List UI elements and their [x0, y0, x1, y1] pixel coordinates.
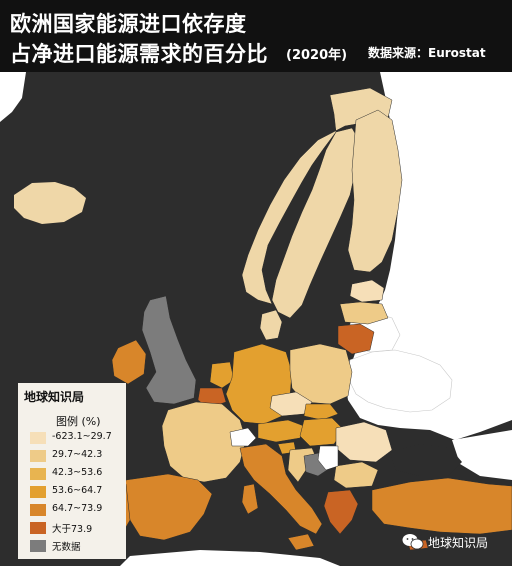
- map-title: 欧洲国家能源进口依存度: [10, 12, 247, 36]
- data-source: 数据来源：Eurostat: [368, 46, 486, 60]
- region-lithuania: [337, 323, 375, 355]
- black-sea: [390, 444, 462, 476]
- region-turkey: [371, 477, 512, 535]
- region-north-africa: [120, 550, 340, 566]
- legend-label: 53.6~64.7: [52, 485, 103, 496]
- legend-label: 42.3~53.6: [52, 467, 103, 478]
- footer-brand: 地球知识局: [402, 533, 488, 551]
- legend-brand: 地球知识局: [24, 390, 85, 404]
- legend-swatch: [30, 450, 46, 462]
- legend-swatch: [30, 432, 46, 444]
- map-subtitle: 占净进口能源需求的百分比: [10, 42, 268, 66]
- region-czechia: [269, 391, 313, 417]
- region-italy: [239, 443, 323, 535]
- legend: 地球知识局 图例 (%) -623.1~29.7 29.7~42.3 42.3~…: [18, 383, 126, 559]
- region-estonia: [349, 279, 385, 303]
- region-greenland-edge: [0, 72, 26, 122]
- region-sicily: [287, 533, 315, 551]
- region-romania: [335, 421, 393, 463]
- legend-label: 29.7~42.3: [52, 449, 103, 460]
- legend-label: 64.7~73.9: [52, 503, 103, 514]
- region-caucasus: [452, 430, 512, 480]
- region-ireland: [111, 339, 147, 385]
- map-year: (2020年): [286, 48, 348, 63]
- legend-swatch: [30, 504, 46, 516]
- region-latvia: [339, 301, 389, 325]
- footer-brand-label: 地球知识局: [428, 535, 489, 550]
- region-switzerland: [229, 427, 257, 447]
- region-austria: [257, 419, 305, 443]
- legend-label: 大于73.9: [52, 524, 93, 535]
- legend-label: 无数据: [52, 542, 81, 553]
- region-russia-peninsula: [410, 168, 470, 208]
- region-greece: [323, 489, 359, 535]
- region-sardinia: [241, 483, 259, 515]
- title-band: 欧洲国家能源进口依存度 占净进口能源需求的百分比 (2020年) 数据来源：Eu…: [0, 0, 512, 72]
- legend-swatch: [30, 540, 46, 552]
- region-ukraine: [347, 349, 453, 413]
- region-bulgaria: [333, 461, 379, 489]
- legend-swatch: [30, 486, 46, 498]
- region-united-kingdom: [141, 295, 197, 405]
- wechat-icon: [402, 534, 424, 550]
- legend-swatch: [30, 468, 46, 480]
- region-denmark: [259, 309, 283, 341]
- legend-label: -623.1~29.7: [52, 431, 112, 442]
- region-iceland: [14, 182, 86, 224]
- region-hungary: [299, 417, 345, 447]
- legend-title: 图例 (%): [56, 415, 101, 428]
- legend-swatch: [30, 522, 46, 534]
- region-arctic-island: [452, 76, 512, 98]
- region-serbia: [317, 445, 339, 471]
- region-poland: [289, 343, 353, 405]
- region-slovakia: [303, 403, 339, 421]
- region-netherlands: [209, 361, 235, 389]
- region-finland: [347, 109, 403, 273]
- region-france: [161, 401, 247, 483]
